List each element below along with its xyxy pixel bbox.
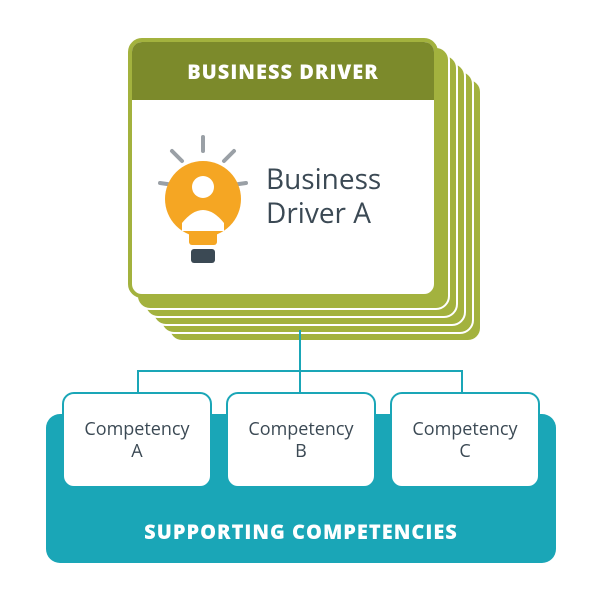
connector-v_mid: [299, 370, 301, 392]
competency-row: CompetencyACompetencyBCompetencyC: [62, 392, 540, 488]
lightbulb-person-icon: [148, 127, 258, 267]
connector-v_right: [461, 370, 463, 392]
driver-title: Business Driver A: [266, 163, 418, 230]
competency-box: CompetencyA: [62, 392, 212, 488]
competency-box: CompetencyB: [226, 392, 376, 488]
competency-box: CompetencyC: [390, 392, 540, 488]
connector-v_left: [137, 370, 139, 392]
competencies-footer: SUPPORTING COMPETENCIES: [46, 518, 556, 545]
diagram-stage: BUSINESS DRIVER Business Driver A SUPPOR…: [0, 0, 600, 600]
driver-card: BUSINESS DRIVER Business Driver A: [128, 38, 438, 298]
driver-body: Business Driver A: [132, 100, 434, 294]
driver-header: BUSINESS DRIVER: [132, 42, 434, 100]
